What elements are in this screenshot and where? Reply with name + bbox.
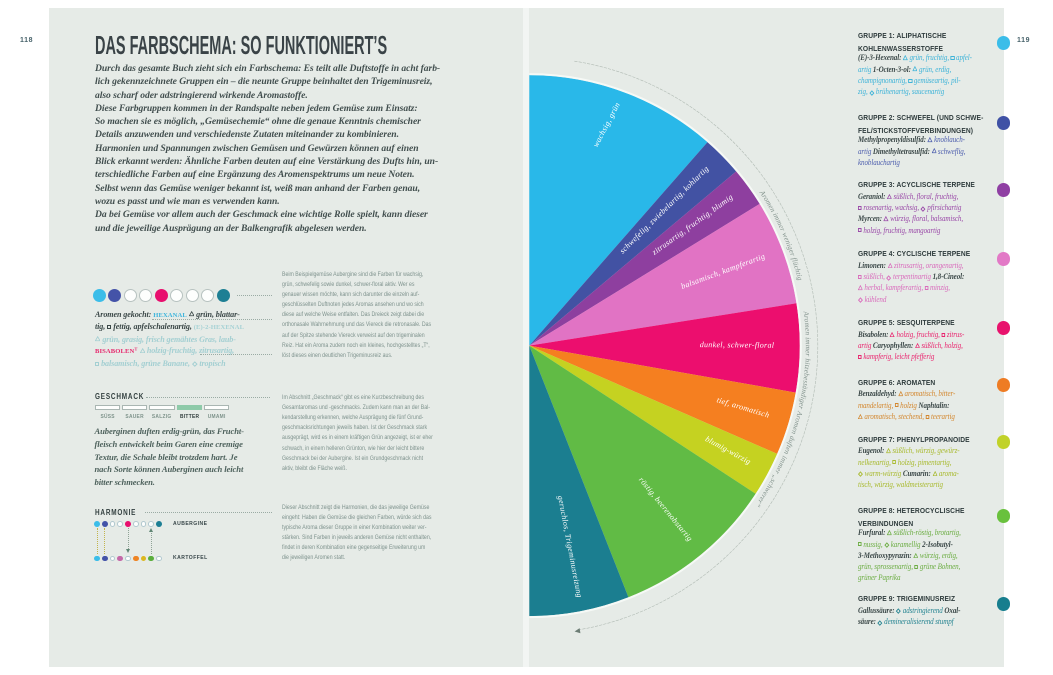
svg-text:dunkel, schwer-floral: dunkel, schwer-floral	[700, 340, 775, 350]
